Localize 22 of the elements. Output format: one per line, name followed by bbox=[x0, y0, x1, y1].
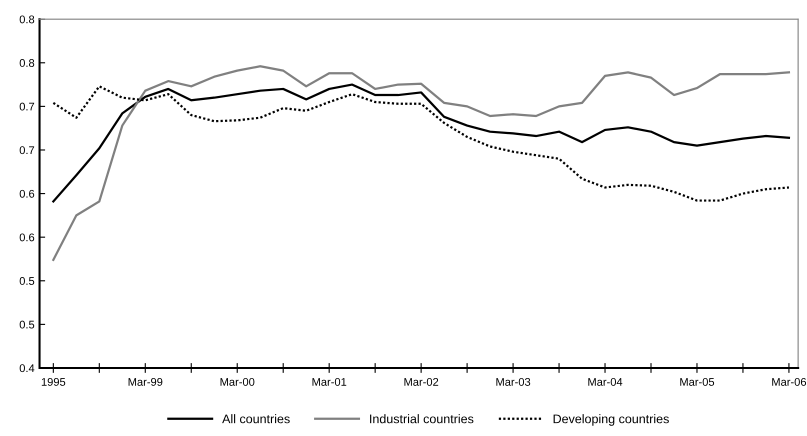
x-tick-label: Mar-04 bbox=[588, 378, 622, 386]
x-tick-label: Mar-01 bbox=[312, 378, 346, 386]
x-tick-label: 1995 bbox=[42, 378, 66, 386]
y-tick-label: 0.6 bbox=[20, 190, 34, 198]
x-tick-label: Mar-00 bbox=[220, 378, 254, 386]
y-tick-label: 0.7 bbox=[20, 102, 34, 111]
x-tick-label: Mar-05 bbox=[680, 378, 714, 386]
legend-label: Developing countries bbox=[554, 414, 669, 426]
y-tick-label: 0.7 bbox=[20, 146, 34, 154]
x-tick-label: Mar-06 bbox=[772, 378, 806, 386]
y-tick-label: 0.8 bbox=[20, 15, 34, 24]
legend-label: All countries bbox=[222, 414, 290, 424]
y-tick-label: 0.8 bbox=[20, 59, 34, 67]
legend-label: Industrial countries bbox=[370, 414, 474, 424]
y-tick-label: 0.5 bbox=[20, 320, 34, 329]
x-tick-label: Mar-99 bbox=[128, 378, 162, 386]
x-tick-label: Mar-02 bbox=[404, 378, 438, 386]
y-tick-label: 0.6 bbox=[20, 233, 34, 242]
line-series bbox=[52, 65, 790, 261]
x-tick-label: Mar-03 bbox=[496, 378, 530, 386]
y-tick-label: 0.4 bbox=[20, 364, 34, 372]
y-tick-label: 0.5 bbox=[20, 277, 34, 285]
